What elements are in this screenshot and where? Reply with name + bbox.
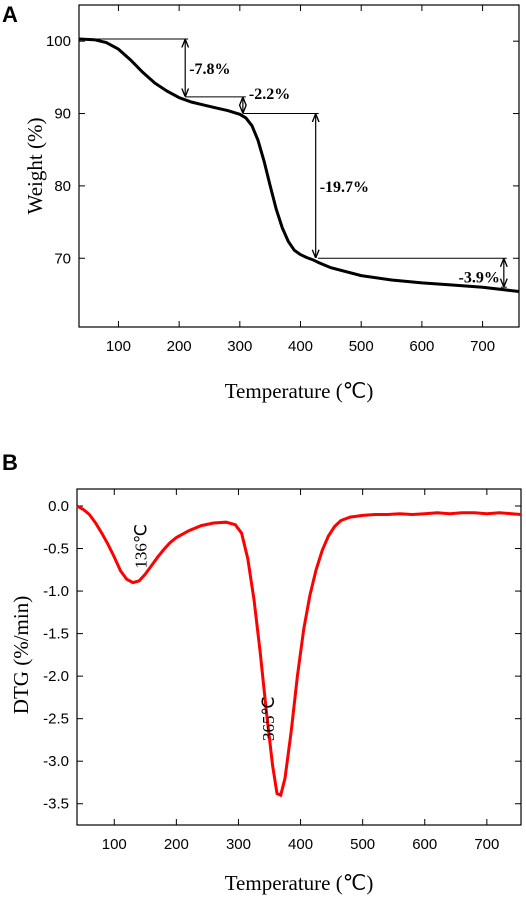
x-tick-label: 700 [470, 338, 495, 355]
y-tick-label: -3.5 [43, 796, 69, 813]
x-tick-label: 500 [349, 338, 374, 355]
x-axis-label-a: Temperature (℃) [225, 379, 374, 403]
x-tick-label: 300 [227, 338, 252, 355]
y-tick-label: -2.5 [43, 711, 69, 728]
y-axis-a: 70 80 90 100 [46, 33, 519, 267]
plot-frame-b [76, 488, 522, 826]
y-tick-label: -0.5 [43, 541, 69, 558]
x-tick-label: 300 [226, 836, 251, 853]
x-tick-label: 100 [102, 836, 127, 853]
y-tick-label: -1.0 [43, 583, 69, 600]
x-tick-label: 400 [288, 836, 313, 853]
y-tick-label: 70 [54, 250, 71, 267]
y-tick-label: 100 [46, 33, 71, 50]
y-tick-label: -1.5 [43, 626, 69, 643]
y-tick-label: -3.0 [43, 753, 69, 770]
peak-label: 365℃ [259, 696, 278, 741]
y-axis-label-a: Weight (%) [23, 118, 47, 215]
x-axis-label-b: Temperature (℃) [225, 871, 374, 895]
x-tick-label: 200 [167, 338, 192, 355]
mass-loss-label: -19.7% [320, 179, 369, 196]
x-tick-label: 400 [288, 338, 313, 355]
y-axis-label-b: DTG (%/min) [9, 596, 33, 714]
y-axis-b: 0.0 -0.5 -1.0 -1.5 -2.0 -2.5 -3.0 -3.5 [43, 498, 521, 813]
plot-frame-a [78, 4, 520, 328]
x-tick-label: 600 [409, 338, 434, 355]
panel-letter-a: A [2, 2, 18, 27]
mass-loss-label: -2.2% [249, 86, 290, 103]
chart-panel-a: 100 200 300 400 500 600 700 70 80 90 100 -7.8% -2.… [23, 4, 520, 403]
mass-loss-label: -3.9% [458, 270, 499, 287]
weight-curve [78, 37, 520, 293]
mass-loss-annotations: -7.8% -2.2% -19.7% -3.9% [80, 38, 507, 288]
x-tick-label: 100 [106, 338, 131, 355]
x-axis-a: 100 200 300 400 500 600 700 [106, 5, 495, 355]
y-tick-label: 90 [54, 106, 71, 123]
x-tick-label: 700 [474, 836, 499, 853]
peak-annotations: 136℃ 365℃ [132, 524, 278, 741]
x-tick-label: 500 [350, 836, 375, 853]
x-tick-label: 200 [164, 836, 189, 853]
mass-loss-label: -7.8% [189, 61, 230, 78]
y-tick-label: 80 [54, 178, 71, 195]
peak-label: 136℃ [132, 524, 151, 569]
x-tick-label: 600 [412, 836, 437, 853]
y-tick-label: 0.0 [48, 498, 69, 515]
x-axis-b: 100 200 300 400 500 600 700 [102, 489, 499, 853]
chart-panel-b: 100 200 300 400 500 600 700 0.0 -0.5 -1.0 -1.5 -2.… [9, 488, 522, 895]
dtg-curve [76, 504, 522, 798]
panel-letter-b: B [2, 450, 18, 475]
y-tick-label: -2.0 [43, 668, 69, 685]
